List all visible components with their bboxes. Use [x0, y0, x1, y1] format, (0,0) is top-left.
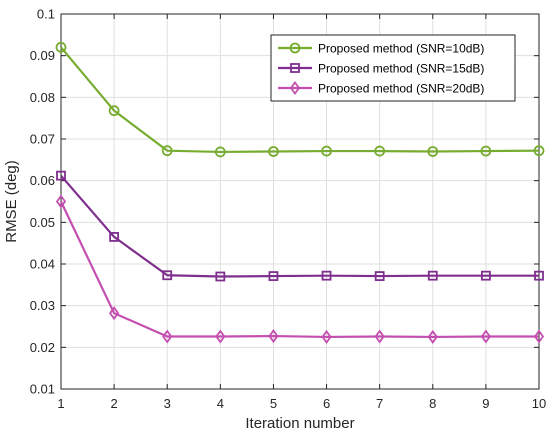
series-1: [55, 41, 545, 158]
series-2-point: [321, 270, 332, 281]
x-tick-label: 3: [164, 396, 171, 411]
x-tick-label: 9: [482, 396, 489, 411]
series-3-point: [55, 194, 67, 209]
y-tick-label: 0.07: [30, 132, 55, 147]
series-2-point: [56, 170, 66, 181]
series-1-point: [55, 41, 67, 53]
series-3-point: [374, 329, 385, 344]
series-1-point: [533, 145, 545, 157]
y-tick-label: 0.02: [30, 340, 55, 355]
x-tick-label: 8: [429, 396, 436, 411]
x-tick-label: 10: [532, 396, 546, 411]
series-2-point: [268, 271, 279, 281]
series-3-point: [480, 329, 492, 344]
series-1-point: [374, 145, 386, 157]
y-tick-label: 0.01: [30, 382, 55, 397]
y-tick-label: 0.1: [37, 7, 55, 22]
series-1-point: [161, 145, 173, 157]
legend-label-1: Proposed method (SNR=10dB): [318, 42, 484, 56]
series-2-point: [427, 270, 438, 281]
x-tick-label: 7: [376, 396, 383, 411]
series-2-line: [60, 174, 539, 278]
legend: Proposed method (SNR=10dB) Proposed metho…: [270, 34, 516, 102]
series-1-point: [480, 145, 492, 157]
series-1-point: [321, 145, 332, 157]
series-3-point: [427, 329, 438, 344]
y-tick-label: 0.09: [30, 48, 55, 63]
series-2-point: [480, 270, 491, 281]
data-series: [55, 41, 545, 344]
x-tick-label: 2: [110, 396, 117, 411]
legend-label-3: Proposed method (SNR=20dB): [318, 82, 484, 96]
legend-marker-1: [289, 42, 301, 54]
series-3-point: [215, 329, 226, 344]
x-tick-label: 4: [217, 396, 224, 411]
legend-marker-2: [290, 63, 300, 73]
x-axis-label: Iteration number: [245, 415, 354, 432]
axis-ticks: 1 2 3 4 5 6 7 8 9 10 0.01 0.02 0.03 0.04 0.05 0.06 0.07 0…: [30, 7, 547, 412]
series-3-point: [268, 329, 279, 344]
series-3-point: [533, 329, 545, 344]
series-3-point: [108, 306, 120, 321]
x-tick-label: 5: [270, 396, 277, 411]
y-tick-label: 0.08: [30, 90, 55, 105]
series-1-point: [214, 146, 226, 158]
series-3-point: [162, 329, 173, 344]
series-2-point: [374, 271, 385, 281]
series-1-line: [60, 46, 540, 154]
series-3-point: [321, 329, 332, 344]
legend-marker-3: [289, 80, 301, 96]
y-axis-label: RMSE (deg): [3, 160, 20, 243]
y-tick-label: 0.04: [30, 257, 55, 272]
series-3-line: [60, 201, 539, 339]
series-1-point: [268, 146, 279, 157]
series-1-point: [427, 146, 439, 157]
series-2-point: [109, 232, 120, 242]
x-tick-label: 6: [323, 396, 330, 411]
series-2-point: [215, 271, 226, 282]
series-1-point: [108, 105, 120, 117]
y-tick-label: 0.05: [30, 215, 55, 230]
series-2-point: [162, 270, 173, 281]
y-tick-label: 0.06: [30, 173, 55, 188]
y-tick-label: 0.03: [30, 298, 55, 313]
series-2-point: [534, 270, 544, 281]
x-tick-label: 1: [57, 396, 64, 411]
legend-label-2: Proposed method (SNR=15dB): [318, 62, 484, 76]
series-2: [56, 170, 544, 282]
series-3: [55, 194, 545, 344]
